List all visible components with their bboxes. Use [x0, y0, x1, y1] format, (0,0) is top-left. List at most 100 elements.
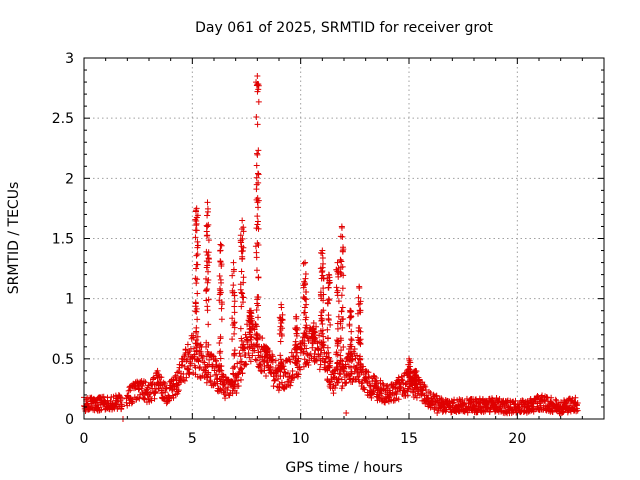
data-point [255, 225, 262, 232]
x-tick-label: 20 [508, 431, 526, 447]
data-point [539, 392, 546, 399]
data-point [411, 382, 418, 389]
data-point [355, 301, 362, 308]
data-point [194, 261, 201, 268]
data-point [299, 337, 306, 344]
data-point [239, 217, 246, 224]
data-point [569, 395, 576, 402]
data-point [238, 303, 245, 310]
data-point [342, 361, 349, 368]
data-point [359, 366, 366, 373]
data-point [142, 379, 149, 386]
data-point [277, 352, 284, 359]
data-point [360, 386, 367, 393]
data-point [217, 355, 224, 362]
data-point [334, 259, 341, 266]
data-point [203, 288, 210, 295]
data-point [338, 308, 345, 315]
data-point [461, 399, 468, 406]
data-point [131, 383, 138, 390]
data-point [310, 320, 317, 327]
data-point [246, 344, 253, 351]
data-point [375, 384, 382, 391]
data-point [399, 377, 406, 384]
data-point [193, 252, 200, 259]
data-point [319, 317, 326, 323]
data-point [450, 399, 457, 406]
data-point [275, 387, 282, 394]
data-point [204, 208, 211, 215]
data-point [321, 358, 328, 365]
data-point [333, 351, 340, 358]
data-point [300, 284, 307, 291]
data-point [348, 328, 355, 335]
data-point [339, 316, 346, 323]
data-point [231, 350, 238, 357]
data-point [269, 359, 276, 366]
data-point [303, 289, 310, 296]
data-point [419, 379, 426, 386]
data-point [240, 341, 247, 348]
data-point [363, 378, 370, 385]
data-point [257, 361, 264, 368]
data-point [235, 383, 242, 390]
data-point [398, 376, 405, 383]
data-point [320, 307, 327, 314]
data-point [361, 386, 368, 393]
data-point [216, 339, 223, 346]
data-point [357, 336, 364, 343]
data-point [218, 263, 225, 270]
data-point [238, 268, 245, 275]
data-point [272, 357, 279, 364]
data-point [233, 389, 240, 396]
data-point [334, 339, 341, 346]
data-point [553, 397, 560, 404]
data-point [320, 275, 327, 282]
data-point [263, 373, 269, 380]
data-point [218, 279, 225, 286]
data-point [301, 342, 308, 349]
chart-title: Day 061 of 2025, SRMTID for receiver gro… [195, 20, 493, 36]
data-point [330, 390, 337, 397]
data-point [277, 362, 284, 369]
data-point [242, 360, 249, 367]
data-point [334, 359, 341, 366]
data-point [194, 333, 201, 340]
data-point [348, 336, 355, 343]
data-point [218, 363, 225, 370]
data-point [244, 337, 251, 344]
y-tick-label: 0 [65, 412, 74, 428]
data-point [254, 81, 261, 88]
data-point [213, 371, 220, 378]
data-point [205, 268, 212, 275]
data-point [205, 321, 212, 328]
data-point [203, 379, 210, 386]
data-point [278, 379, 285, 386]
data-point [230, 268, 237, 275]
data-point [193, 329, 200, 336]
data-point [349, 356, 356, 363]
data-point [333, 284, 340, 291]
data-point [425, 394, 432, 401]
data-point [289, 367, 296, 374]
data-point [195, 357, 202, 364]
data-point [262, 345, 269, 352]
data-point [319, 330, 326, 337]
data-point [357, 360, 364, 367]
data-point [338, 347, 345, 354]
data-point [239, 255, 246, 262]
data-point [256, 362, 263, 369]
data-point [281, 369, 288, 376]
x-tick-label: 5 [188, 431, 197, 447]
data-point [193, 344, 200, 351]
data-point [337, 257, 344, 264]
data-point [302, 281, 309, 288]
data-point [332, 384, 339, 391]
data-point [378, 390, 385, 397]
data-point [427, 390, 434, 397]
data-point [151, 395, 158, 402]
data-point [319, 255, 326, 262]
data-point [238, 226, 245, 233]
data-point [354, 352, 360, 359]
